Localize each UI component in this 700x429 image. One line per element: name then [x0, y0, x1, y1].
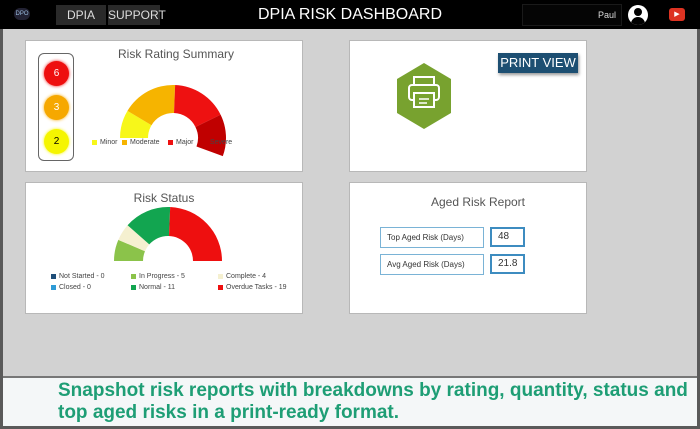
traffic-light: 6 3 2 [38, 53, 74, 161]
gauge-segment-complete [118, 225, 150, 252]
logo[interactable]: DPO [14, 8, 30, 20]
gauge-segment-overdue [169, 207, 222, 261]
header-bar: DPO DPIA SUPPORT DPIA RISK DASHBOARD Pau… [0, 0, 700, 29]
printer-icon[interactable] [394, 63, 454, 129]
legend-item: Overdue Tasks - 19 [218, 284, 287, 291]
aged-risk-title: Aged Risk Report [430, 195, 526, 209]
risk-status-gauge [114, 207, 222, 261]
legend-label: Overdue Tasks - 19 [226, 284, 287, 291]
gauge-segment-moderate [127, 85, 176, 126]
risk-rating-title: Risk Rating Summary [117, 47, 235, 61]
legend-label: In Progress - 5 [139, 273, 185, 280]
nav-support[interactable]: SUPPORT [108, 5, 166, 25]
risk-rating-gauge [120, 85, 226, 157]
top-aged-value: 48 [490, 227, 525, 247]
legend-severe: Severe [202, 139, 232, 146]
legend-label: Not Started - 0 [59, 273, 105, 280]
user-name: Paul [598, 10, 617, 20]
risk-status-panel: Risk Status Not Started - 0 In Progress -… [25, 182, 303, 314]
gauge-segment-major [174, 85, 221, 127]
legend-label: Closed - 0 [59, 284, 91, 291]
light-minor: 2 [44, 129, 69, 154]
risk-rating-panel: Risk Rating Summary 6 3 2 Minor Moderate… [25, 40, 303, 172]
legend-minor: Minor [92, 139, 118, 146]
print-view-button[interactable]: PRINT VIEW [498, 53, 578, 73]
legend-label: Major [176, 139, 194, 146]
aged-risk-panel: Aged Risk Report Top Aged Risk (Days) 48… [349, 182, 587, 314]
youtube-icon[interactable]: ▶ [669, 8, 685, 21]
legend-item: In Progress - 5 [131, 273, 185, 280]
print-panel: PRINT VIEW [349, 40, 587, 172]
nav-dpia[interactable]: DPIA [56, 5, 106, 25]
legend-moderate: Moderate [122, 139, 160, 146]
legend-major: Major [168, 139, 194, 146]
gauge-segment-in [114, 239, 146, 261]
light-moderate: 3 [44, 95, 69, 120]
caption-band: Snapshot risk reports with breakdowns by… [3, 376, 697, 426]
legend-item: Normal - 11 [131, 284, 175, 291]
risk-status-title: Risk Status [133, 191, 195, 205]
legend-item: Closed - 0 [51, 284, 91, 291]
user-box [522, 4, 622, 26]
avg-aged-value: 21.8 [490, 254, 525, 274]
legend-item: Complete - 4 [218, 273, 266, 280]
avg-aged-label: Avg Aged Risk (Days) [380, 254, 484, 275]
legend-label: Complete - 4 [226, 273, 267, 280]
legend-label: Normal - 11 [139, 284, 176, 291]
gauge-segment-severe [195, 114, 226, 157]
legend-label: Severe [210, 139, 233, 146]
light-major: 6 [44, 61, 69, 86]
legend-label: Moderate [130, 139, 160, 146]
gauge-segment-normal [127, 207, 171, 245]
legend-label: Minor [100, 139, 118, 146]
legend-item: Not Started - 0 [51, 273, 105, 280]
caption-text: Snapshot risk reports with breakdowns by… [58, 380, 688, 423]
user-avatar-icon[interactable] [628, 5, 648, 25]
gauge-segment-minor [120, 110, 152, 138]
top-aged-label: Top Aged Risk (Days) [380, 227, 484, 248]
